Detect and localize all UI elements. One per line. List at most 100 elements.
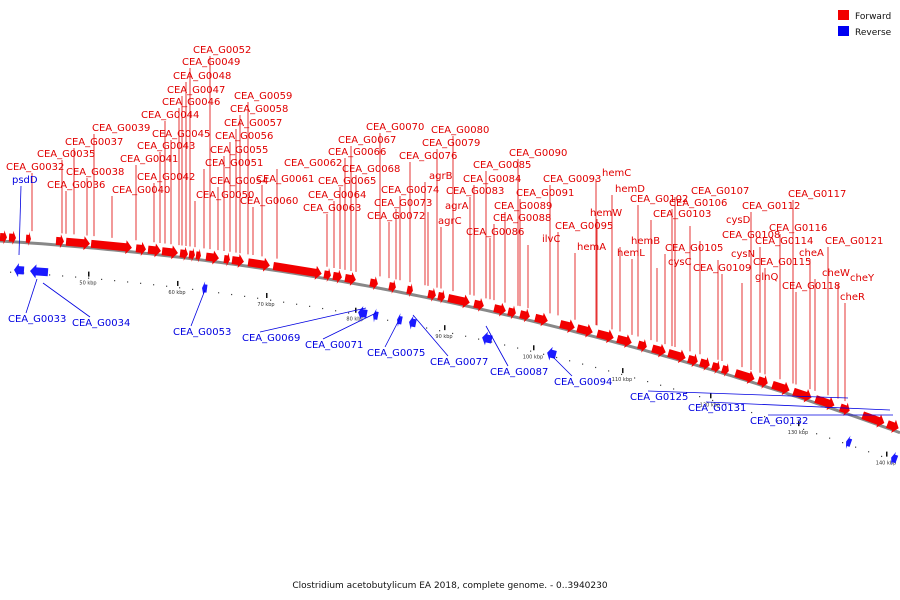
forward-gene-arrow: [687, 353, 698, 368]
reverse-label-leader: [412, 314, 449, 357]
scale-minor-tick: [192, 288, 194, 290]
forward-gene-arrow: [406, 283, 413, 298]
reverse-gene-label: CEA_G0071: [305, 340, 363, 351]
forward-gene-arrow: [711, 360, 720, 374]
forward-gene-arrow: [427, 287, 436, 302]
forward-gene-arrow: [147, 243, 161, 258]
forward-gene-label: CEA_G0039: [92, 123, 150, 134]
forward-gene-arrow: [885, 419, 899, 433]
reverse-label-leader: [18, 185, 22, 256]
forward-gene-label: CEA_G0041: [120, 154, 178, 165]
forward-gene-label: CEA_G0083: [446, 186, 504, 197]
scale-minor-tick: [543, 353, 545, 355]
reverse-label-leader: [705, 401, 891, 411]
scale-minor-tick: [62, 275, 64, 277]
forward-gene-label: CEA_G0047: [167, 85, 225, 96]
scale-minor-tick: [569, 360, 571, 362]
forward-gene-label: CEA_G0095: [555, 221, 613, 232]
forward-gene-label: CEA_G0058: [230, 104, 288, 115]
reverse-gene-label: CEA_G0132: [750, 416, 808, 427]
forward-gene-label: CEA_G0086: [466, 227, 524, 238]
forward-gene-label: ilvC: [542, 234, 560, 245]
reverse-gene-arrow: [547, 346, 557, 361]
legend-reverse-label: Reverse: [855, 28, 892, 38]
scale-minor-tick: [751, 411, 753, 414]
reverse-label-leader: [384, 317, 401, 348]
forward-gene-label: cheW: [822, 268, 850, 279]
forward-gene-arrow: [519, 308, 530, 323]
scale-minor-tick: [634, 377, 636, 379]
forward-gene-label: CEA_G0040: [112, 185, 170, 196]
scale-tick-label: 90 kbp: [435, 334, 452, 340]
label-layer: CEA_G0032CEA_G0035CEA_G0036CEA_G0037CEA_…: [6, 45, 893, 427]
scale-minor-tick: [322, 307, 324, 310]
forward-gene-label: CEA_G0121: [825, 236, 883, 247]
forward-gene-label: CEA_G0070: [366, 122, 424, 133]
reverse-gene-arrow: [30, 264, 49, 279]
forward-gene-label: cysC: [668, 257, 692, 268]
forward-gene-label: cysN: [731, 249, 755, 260]
forward-gene-label: CEA_G0112: [742, 201, 800, 212]
forward-gene-arrow: [344, 272, 356, 286]
forward-gene-label: CEA_G0079: [422, 138, 480, 149]
legend-forward-label: Forward: [855, 12, 891, 22]
forward-gene-arrow: [247, 257, 270, 272]
forward-gene-label: CEA_G0076: [399, 151, 457, 162]
reverse-label-leader: [485, 325, 509, 367]
scale-minor-tick: [608, 370, 610, 372]
forward-gene-label: CEA_G0068: [342, 164, 400, 175]
forward-gene-label: CEA_G0103: [653, 209, 711, 220]
forward-gene-label: CEA_G0055: [210, 145, 268, 156]
forward-gene-arrow: [223, 252, 230, 267]
legend: Forward Reverse: [838, 10, 892, 38]
forward-gene-arrow: [667, 349, 686, 364]
scale-minor-tick: [101, 278, 103, 280]
scale-minor-tick: [556, 356, 558, 359]
forward-gene-arrow: [272, 262, 322, 280]
forward-gene-label: CEA_G0062: [284, 158, 342, 169]
reverse-gene-label: CEA_G0087: [490, 367, 548, 378]
forward-gene-label: cheY: [850, 273, 875, 284]
forward-gene-label: agrA: [445, 201, 469, 212]
scale-tick-label: 120 kbp: [700, 402, 720, 408]
scale-minor-tick: [595, 366, 597, 369]
forward-gene-arrow: [195, 248, 201, 263]
scale-minor-tick: [855, 446, 857, 448]
scale-minor-tick: [218, 292, 220, 294]
reverse-gene-arrow: [482, 331, 493, 346]
forward-gene-label: CEA_G0048: [173, 71, 231, 82]
forward-gene-arrow: [814, 395, 835, 411]
forward-gene-label: CEA_G0043: [137, 141, 195, 152]
forward-gene-label: CEA_G0035: [37, 149, 95, 160]
forward-gene-label: hemL: [617, 248, 645, 259]
reverse-gene-label: psdD: [12, 175, 38, 186]
scale-minor-tick: [738, 407, 740, 410]
forward-gene-label: CEA_G0109: [693, 263, 751, 274]
forward-gene-label: CEA_G0093: [543, 174, 601, 185]
scale-tick-label: 100 kbp: [523, 354, 543, 360]
forward-gene-arrow: [447, 294, 470, 309]
forward-gene-label: hemA: [577, 242, 606, 253]
forward-gene-label: CEA_G0046: [162, 97, 220, 108]
forward-gene-arrow: [534, 312, 548, 327]
legend-forward-swatch: [838, 10, 849, 20]
scale-minor-tick: [582, 363, 584, 365]
forward-gene-arrow: [135, 241, 146, 256]
forward-gene-arrow: [720, 363, 729, 377]
reverse-label-leader: [42, 282, 91, 318]
scale-minor-tick: [699, 396, 701, 398]
scale-minor-tick: [816, 433, 818, 435]
forward-gene-label: CEA_G0107: [691, 186, 749, 197]
forward-gene-arrow: [388, 279, 396, 294]
forward-gene-label: glnQ: [755, 272, 778, 283]
reverse-gene-arrow: [397, 313, 403, 327]
scale-minor-tick: [439, 330, 441, 332]
scale-minor-tick: [140, 282, 142, 284]
forward-gene-label: CEA_G0049: [182, 57, 240, 68]
scale-minor-tick: [504, 344, 506, 346]
forward-gene-arrow: [771, 380, 790, 396]
forward-gene-label: hemW: [590, 208, 622, 219]
scale-tick-label: 70 kbp: [257, 302, 274, 308]
forward-gene-label: cheA: [799, 248, 824, 259]
